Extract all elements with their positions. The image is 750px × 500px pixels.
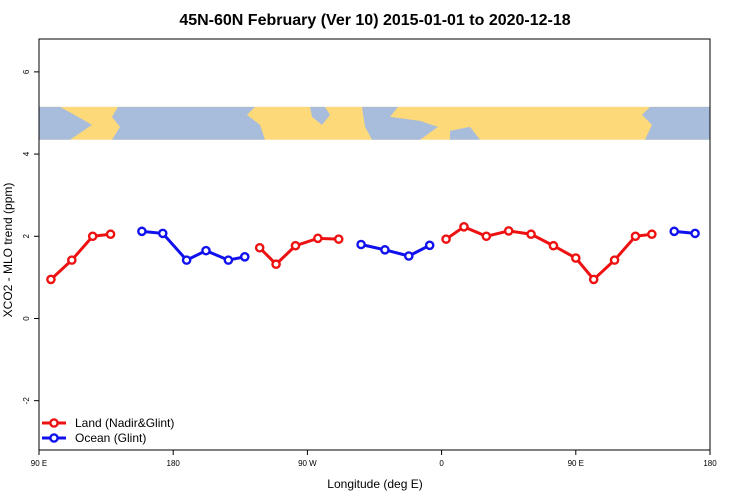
- x-tick-label: 180: [703, 459, 717, 468]
- map-ocean: [450, 126, 480, 140]
- x-tick-label: 0: [439, 459, 444, 468]
- y-axis-label: XCO2 - MLO trend (ppm): [1, 183, 15, 318]
- data-point: [333, 234, 344, 244]
- y-tick-label: 4: [22, 151, 31, 156]
- series-line: [445, 225, 653, 282]
- x-tick-label: 90 E: [568, 459, 584, 468]
- data-point: [380, 245, 390, 255]
- y-tick-label: 0: [22, 316, 31, 321]
- legend-label: Land (Nadir&Glint): [75, 416, 174, 430]
- plot-frame: [38, 38, 711, 451]
- x-axis: 90 E 180 90 W 0 90 E 180: [31, 450, 717, 468]
- data-point: [254, 242, 265, 253]
- data-point: [105, 229, 116, 240]
- world-map-band: [39, 106, 710, 140]
- data-point: [609, 255, 620, 265]
- data-point: [503, 226, 514, 236]
- data-point: [223, 255, 234, 265]
- map-ocean: [310, 106, 330, 125]
- data-point: [441, 234, 451, 244]
- legend: Land (Nadir&Glint)Ocean (Glint): [42, 416, 174, 445]
- data-point: [87, 231, 98, 242]
- data-point: [356, 239, 366, 250]
- data-point: [571, 253, 581, 263]
- data-point: [201, 245, 211, 256]
- data-point: [46, 274, 56, 285]
- map-ocean: [112, 106, 265, 140]
- data-point: [403, 251, 414, 261]
- x-tick-label: 180: [167, 459, 181, 468]
- data-point: [157, 228, 168, 239]
- chart-title: 45N-60N February (Ver 10) 2015-01-01 to …: [179, 12, 570, 29]
- y-tick-label: -2: [22, 397, 31, 405]
- data-point: [271, 259, 281, 270]
- data-point: [630, 231, 641, 242]
- series-line: [258, 236, 339, 267]
- data-point: [459, 222, 469, 232]
- x-axis-label: Longitude (deg E): [327, 477, 422, 491]
- y-tick-label: 2: [22, 234, 31, 239]
- data-point: [290, 240, 301, 251]
- data-point: [690, 228, 700, 239]
- data-point: [548, 240, 559, 251]
- series-layer: [46, 222, 700, 285]
- data-point: [239, 252, 250, 262]
- x-tick-label: 90 E: [31, 459, 47, 468]
- series-ocean: [137, 226, 700, 265]
- y-tick-label: 6: [22, 69, 31, 74]
- data-point: [424, 240, 435, 251]
- data-point: [137, 226, 147, 237]
- data-point: [669, 226, 680, 237]
- legend-marker: [49, 418, 59, 428]
- series-line: [49, 232, 111, 281]
- legend-label: Ocean (Glint): [75, 431, 146, 445]
- data-point: [181, 255, 192, 265]
- legend-marker: [49, 433, 59, 443]
- data-point: [526, 229, 536, 240]
- x-tick-label: 90 W: [298, 459, 317, 468]
- series-line: [360, 243, 431, 258]
- y-axis: -2 0 2 4 6: [22, 69, 39, 404]
- data-point: [588, 274, 599, 285]
- map-ocean: [39, 106, 92, 140]
- data-point: [647, 229, 657, 240]
- map-ocean: [642, 106, 710, 140]
- data-point: [313, 233, 323, 244]
- data-point: [481, 231, 492, 242]
- data-point: [67, 255, 77, 265]
- map-ocean: [362, 106, 438, 140]
- series-land: [46, 222, 657, 285]
